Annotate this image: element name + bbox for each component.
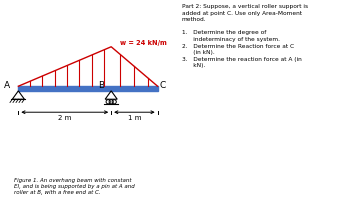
Bar [18, 86, 158, 91]
Text: C: C [160, 81, 166, 90]
Text: 1 m: 1 m [128, 115, 141, 122]
Text: Part 2: Suppose, a vertical roller support is
added at point C. Use only Area-Mo: Part 2: Suppose, a vertical roller suppo… [182, 4, 308, 68]
Text: w = 24 kN/m: w = 24 kN/m [120, 40, 167, 46]
Text: Figure 1. An overhang beam with constant
EI, and is being supported by a pin at : Figure 1. An overhang beam with constant… [14, 178, 135, 195]
Text: A: A [4, 81, 10, 90]
Text: B: B [98, 81, 104, 90]
Text: 2 m: 2 m [58, 115, 71, 122]
